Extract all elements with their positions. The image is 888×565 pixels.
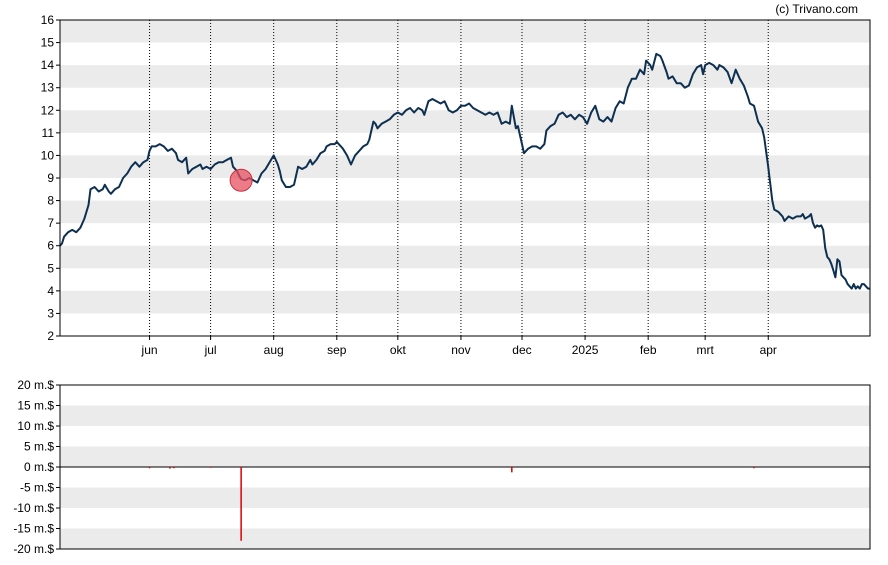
- volume-band: [60, 405, 870, 426]
- volume-chart-frame: [59, 384, 871, 550]
- price-y-tick-label: 3: [47, 306, 54, 320]
- volume-chart-bands: [60, 405, 870, 549]
- price-y-tick-label: 6: [47, 239, 54, 253]
- volume-band: [60, 487, 870, 508]
- price-line-series: [59, 52, 870, 290]
- price-line: [59, 52, 870, 290]
- volume-y-tick-label: -20 m.$: [13, 542, 54, 556]
- price-y-tick-label: 7: [47, 216, 54, 230]
- volume-y-tick-label: 5 m.$: [24, 440, 54, 454]
- price-y-tick-label: 2: [47, 329, 54, 343]
- price-chart-marker: [229, 168, 253, 192]
- volume-y-tick-label: 20 m.$: [17, 378, 54, 392]
- volume-y-tick-label: 0 m.$: [24, 460, 54, 474]
- price-y-tick-label: 13: [41, 81, 55, 95]
- credit-label: (c) Trivano.com: [775, 2, 858, 16]
- price-x-tick-label: jul: [204, 343, 217, 357]
- price-chart-x-axis: jun jul aug sep okt nov dec 2025 feb mrt apr: [141, 336, 777, 357]
- price-x-tick-label: sep: [327, 343, 347, 357]
- price-chart-bands: [60, 20, 870, 314]
- price-x-tick-label: dec: [512, 343, 531, 357]
- price-y-tick-label: 12: [41, 103, 55, 117]
- volume-band: [60, 528, 870, 549]
- price-band: [60, 110, 870, 133]
- price-y-tick-label: 10: [41, 148, 55, 162]
- price-x-tick-label: jun: [141, 343, 158, 357]
- price-band: [60, 290, 870, 314]
- price-y-tick-label: 11: [42, 126, 55, 140]
- volume-y-tick-label: -15 m.$: [13, 522, 54, 536]
- price-y-tick-label: 4: [47, 284, 54, 298]
- volume-y-tick-label: 15 m.$: [17, 399, 54, 413]
- price-band: [60, 200, 870, 224]
- price-y-tick-label: 16: [41, 13, 55, 27]
- price-y-tick-label: 14: [41, 58, 55, 72]
- volume-chart-y-axis: 20 m.$ 15 m.$ 10 m.$ 5 m.$ 0 m.$ -5 m.$ -10 m.…: [13, 378, 60, 556]
- price-band: [60, 65, 870, 88]
- price-x-tick-label: aug: [264, 343, 284, 357]
- price-band: [60, 155, 870, 178]
- price-chart-frame: [59, 19, 871, 337]
- price-y-tick-label: 15: [41, 36, 55, 50]
- transaction-marker: [229, 168, 253, 192]
- price-x-tick-label: nov: [451, 343, 470, 357]
- volume-y-tick-label: -10 m.$: [13, 501, 54, 515]
- price-y-tick-label: 5: [47, 261, 54, 275]
- volume-y-tick-label: -5 m.$: [20, 481, 54, 495]
- volume-bars: [148, 467, 755, 541]
- volume-band: [60, 446, 870, 467]
- price-chart-y-axis: 2 3 4 5 6 7 8 9 10 11 12 13 14 15 16: [41, 13, 60, 343]
- price-x-tick-label: feb: [640, 343, 657, 357]
- price-band: [60, 245, 870, 269]
- volume-y-tick-label: 10 m.$: [17, 419, 54, 433]
- price-y-tick-label: 9: [47, 171, 54, 185]
- price-x-tick-label: 2025: [572, 343, 599, 357]
- price-x-tick-label: apr: [760, 343, 777, 357]
- price-x-tick-label: mrt: [696, 343, 714, 357]
- price-band: [60, 20, 870, 43]
- price-x-tick-label: okt: [390, 343, 407, 357]
- price-y-tick-label: 8: [47, 194, 54, 208]
